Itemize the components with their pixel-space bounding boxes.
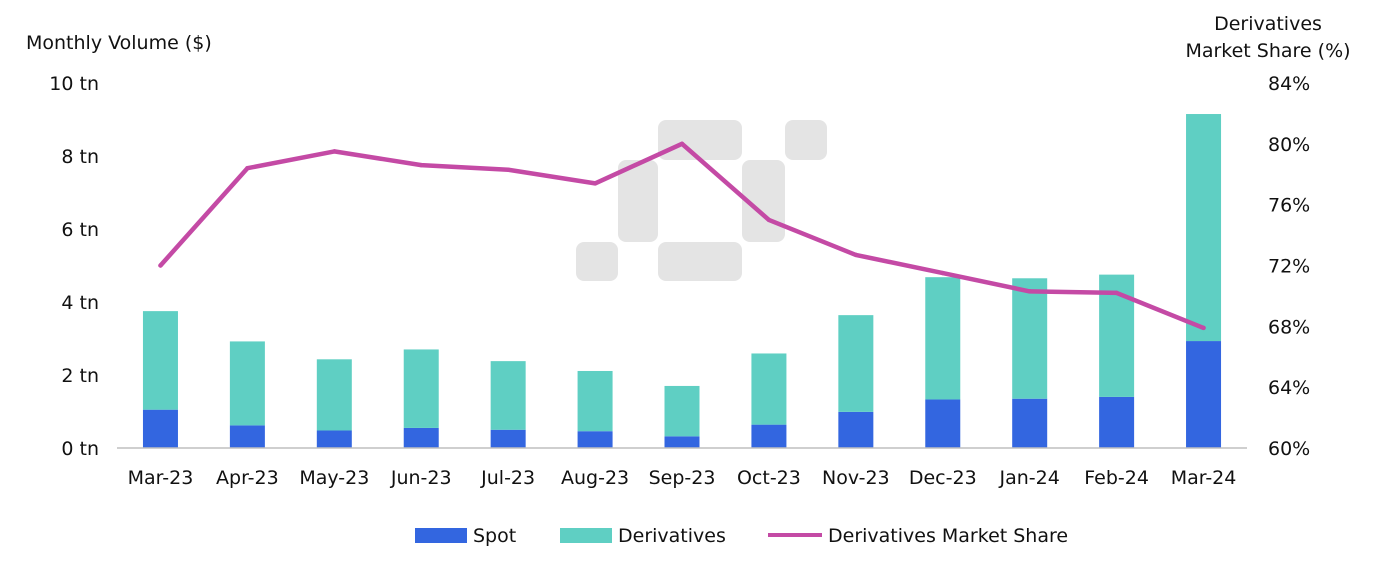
legend-label-derivatives: Derivatives [618,525,726,547]
bar-spot [229,425,265,448]
x-tick-label: Dec-23 [909,467,977,489]
bar-spot [1012,398,1048,448]
right-tick-label: 72% [1268,256,1310,278]
right-tick-label: 76% [1268,195,1310,217]
left-tick-label: 8 tn [61,146,99,168]
market-share-point [505,167,511,172]
x-tick-label: Apr-23 [216,467,279,489]
right-axis-ticks: 60% 64% 68% 72% 76% 80% 84% [1268,73,1310,460]
bar-derivatives [577,370,613,432]
bar-spot [577,431,613,448]
bar-derivatives [838,315,874,412]
bar-derivatives [1012,278,1048,399]
right-tick-label: 80% [1268,134,1310,156]
market-share-line-layer [158,141,1206,331]
x-tick-label: Sep-23 [649,467,716,489]
x-tick-label: Mar-24 [1171,467,1237,489]
bar-spot [142,409,178,448]
bar-derivatives [403,349,439,428]
market-share-point [853,252,859,258]
bar-spot [1186,341,1222,448]
legend-label-market-share: Derivatives Market Share [828,525,1068,547]
bar-spot [403,427,439,448]
x-tick-label: Mar-23 [128,467,194,489]
right-axis-title-line-1: Derivatives [1214,13,1322,35]
market-share-point [245,165,250,171]
bar-spot [751,424,787,448]
bar-derivatives [751,353,787,425]
market-share-point [419,162,424,168]
left-tick-label: 2 tn [61,365,99,387]
x-tick-label: Feb-24 [1084,467,1149,489]
market-share-point [766,217,772,223]
x-tick-label: Aug-23 [561,467,629,489]
bar-derivatives [1186,114,1222,342]
bar-spot [925,399,961,448]
bar-spot [490,429,526,448]
left-axis-title: Monthly Volume ($) [26,32,212,54]
bar-derivatives [316,359,352,431]
right-tick-label: 64% [1268,377,1310,399]
market-share-point [940,270,945,276]
market-share-point [332,149,337,154]
market-share-point [592,181,598,186]
x-tick-label: Oct-23 [737,467,801,489]
legend-swatch-spot [415,528,467,543]
right-tick-label: 60% [1268,438,1310,460]
bar-derivatives [664,385,700,437]
legend-label-spot: Spot [473,525,516,547]
market-share-point [679,141,685,147]
x-tick-label: Nov-23 [822,467,890,489]
left-tick-label: 10 tn [49,73,99,95]
category-labels: Mar-23 Apr-23 May-23 Jun-23 Jul-23 Aug-23 Sep-… [128,467,1237,489]
legend-swatch-derivatives [560,528,612,543]
market-share-point [1114,290,1119,296]
left-tick-label: 0 tn [61,438,99,460]
bar-spot [838,411,874,448]
right-tick-label: 68% [1268,316,1310,338]
x-tick-label: Jul-23 [480,467,535,489]
bar-spot [316,430,352,448]
left-tick-label: 6 tn [61,219,99,241]
bar-derivatives [142,311,178,410]
bar-derivatives [229,341,265,426]
bar-derivatives [925,277,961,400]
bar-spot [664,436,700,448]
left-tick-label: 4 tn [61,292,99,314]
x-tick-label: Jan-24 [999,467,1060,489]
market-share-point [1201,325,1206,331]
x-tick-label: May-23 [299,467,369,489]
legend: Spot Derivatives Derivatives Market Shar… [415,525,1068,547]
bar-derivatives [490,361,526,430]
bars [142,114,1222,448]
market-share-point [158,263,163,268]
market-share-point [1027,289,1032,294]
watermark-logo [576,120,827,281]
right-tick-label: 84% [1268,73,1310,95]
x-tick-label: Jun-23 [390,467,452,489]
right-axis-title-line-2: Market Share (%) [1185,40,1350,62]
bar-spot [1099,396,1135,448]
left-axis-ticks: 0 tn 2 tn 4 tn 6 tn 8 tn 10 tn [49,73,99,460]
